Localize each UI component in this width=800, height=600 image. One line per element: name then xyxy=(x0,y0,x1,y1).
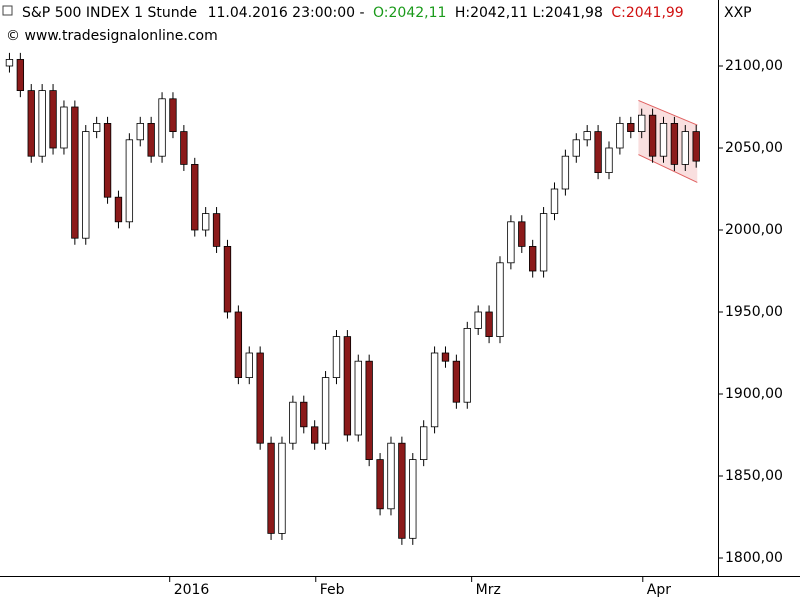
candle-body xyxy=(289,401,297,444)
candle-body xyxy=(223,245,232,313)
candle-body xyxy=(311,426,319,444)
candle-body xyxy=(38,90,46,157)
candle-body xyxy=(365,360,373,461)
candle-body xyxy=(376,459,384,510)
candle-body xyxy=(169,98,177,133)
datetime: 11.04.2016 23:00:00 - xyxy=(208,5,365,21)
candle-body xyxy=(594,131,602,174)
candle-body xyxy=(474,311,482,329)
candle-body xyxy=(539,213,548,272)
candle-body xyxy=(180,131,188,165)
y-tick-label: 1850,00 xyxy=(725,468,783,484)
candle-body xyxy=(60,106,68,149)
candle-body xyxy=(627,123,635,133)
candle-body xyxy=(529,245,537,272)
candle-body xyxy=(561,155,570,190)
candle-body xyxy=(452,360,461,403)
candle-body xyxy=(572,139,580,157)
candle-body xyxy=(5,59,14,67)
close-value: C:2041,99 xyxy=(611,5,683,21)
y-tick-label: 1800,00 xyxy=(725,550,783,566)
copyright: © www.tradesignalonline.com xyxy=(6,28,218,44)
candle-body xyxy=(212,213,221,247)
candle-body xyxy=(692,131,700,162)
candle-body xyxy=(496,262,504,337)
candle-body xyxy=(420,426,428,460)
candle-body xyxy=(463,327,471,403)
candle-body xyxy=(92,123,101,133)
channel-lower xyxy=(638,154,698,183)
open-value: O:2042,11 xyxy=(373,5,446,21)
channel-upper xyxy=(638,99,698,126)
checkbox-icon[interactable] xyxy=(2,5,13,16)
candle-body xyxy=(485,311,493,338)
candle-body xyxy=(158,98,166,157)
candle-body xyxy=(234,311,243,378)
candle-body xyxy=(136,123,144,141)
symbol: S&P 500 INDEX 1 Stunde xyxy=(22,5,197,21)
candle-body xyxy=(616,123,624,149)
candle-body xyxy=(103,123,112,198)
candle-body xyxy=(245,352,253,379)
candle-body xyxy=(441,352,450,362)
candle-body xyxy=(125,139,134,223)
candle-body xyxy=(648,114,657,157)
candle-body xyxy=(409,459,417,539)
y-tick-label: 1900,00 xyxy=(725,386,783,402)
candle-body xyxy=(681,131,689,165)
y-tick-label: 2100,00 xyxy=(725,58,783,74)
y-tick-label: 2000,00 xyxy=(725,222,783,238)
chart-header: S&P 500 INDEX 1 Stunde 11.04.2016 23:00:… xyxy=(22,5,684,21)
candle-body xyxy=(387,442,395,510)
x-tick-label: Mrz xyxy=(476,582,501,598)
candle-body xyxy=(16,59,25,91)
candle-body xyxy=(507,221,515,264)
candle-body xyxy=(332,336,341,379)
candle-body xyxy=(201,213,210,231)
candle-body xyxy=(191,163,199,231)
candle-body xyxy=(518,221,526,247)
x-tick-label: Apr xyxy=(647,582,671,598)
y-tick-label: 1950,00 xyxy=(725,304,783,320)
candle-body xyxy=(147,123,155,157)
candle-body xyxy=(114,196,123,223)
candle-body xyxy=(605,147,613,174)
candle-body xyxy=(398,442,406,539)
candle-body xyxy=(430,352,439,428)
candle-body xyxy=(670,123,679,165)
candle-body xyxy=(638,114,646,132)
candle-body xyxy=(256,352,264,444)
high-low-value: H:2042,11 L:2041,98 xyxy=(455,5,603,21)
candle-body xyxy=(27,90,35,157)
candle-body xyxy=(267,442,275,534)
candle-body xyxy=(343,336,352,436)
x-tick-label: 2016 xyxy=(174,582,210,598)
x-tick-label: Feb xyxy=(320,582,345,598)
candle-body xyxy=(278,442,286,534)
exchange: XXP xyxy=(724,5,752,21)
candle-body xyxy=(583,131,591,141)
candle-body xyxy=(659,123,668,157)
candle-body xyxy=(300,401,308,428)
candle-body xyxy=(82,131,90,239)
candle-body xyxy=(321,377,330,444)
candle-body xyxy=(71,106,79,239)
candle-body xyxy=(354,360,362,436)
candle-body xyxy=(49,90,57,149)
candle-body xyxy=(550,188,559,215)
y-tick-label: 2050,00 xyxy=(725,140,783,156)
